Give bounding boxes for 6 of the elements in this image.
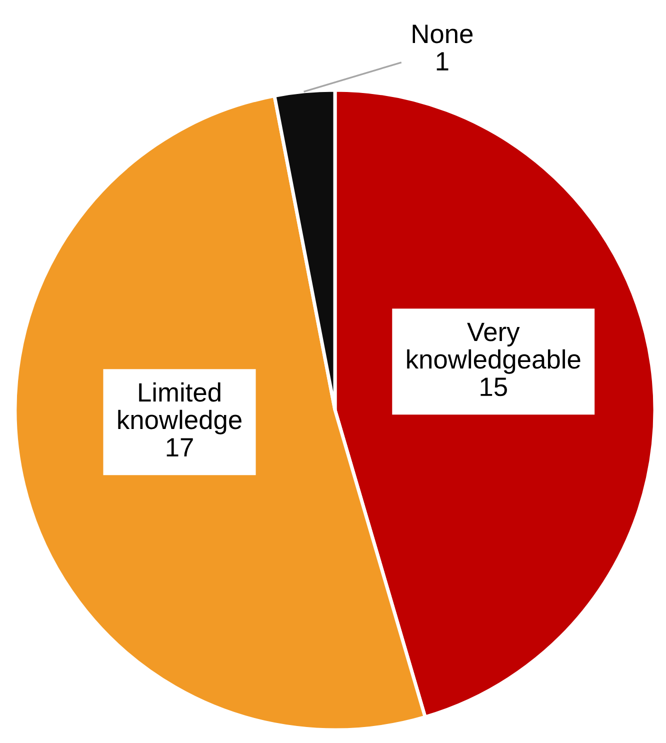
slice-label: Limited knowledge <box>118 382 242 434</box>
slice-label: Very knowledgeable <box>407 322 580 374</box>
data-label: 15 <box>480 378 507 396</box>
data-label: 17 <box>166 438 193 456</box>
data-label: 1 <box>436 52 448 70</box>
slice-label: None <box>412 24 473 44</box>
